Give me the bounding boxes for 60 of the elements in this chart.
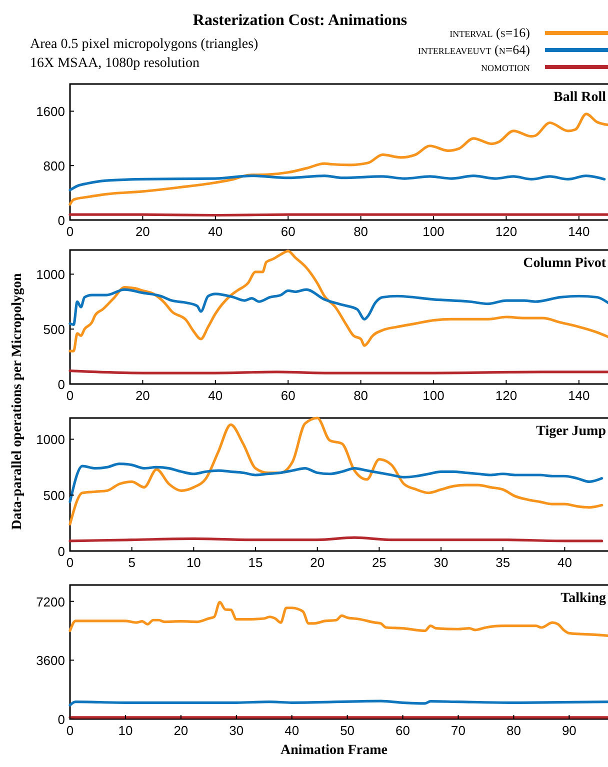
- x-tick-label: 30: [434, 555, 448, 570]
- x-tick-label: 120: [495, 388, 518, 403]
- x-tick-label: 10: [118, 723, 133, 738]
- y-tick-label: 0: [58, 377, 65, 392]
- legend-label: nomotion: [481, 59, 530, 74]
- y-tick-label: 0: [58, 712, 65, 727]
- x-tick-label: 5: [128, 555, 136, 570]
- x-tick-label: 60: [280, 388, 296, 403]
- x-tick-label: 40: [284, 723, 300, 738]
- line-series: [68, 112, 608, 206]
- annotation: Ball Roll: [553, 90, 606, 105]
- x-tick-label: 20: [135, 224, 150, 239]
- x-tick-label: 10: [186, 555, 201, 570]
- x-tick-label: 15: [248, 555, 263, 570]
- x-tick-label: 20: [135, 388, 150, 403]
- x-tick-label: 70: [451, 723, 466, 738]
- y-tick-label: 800: [43, 158, 65, 174]
- x-tick-label: 30: [229, 723, 244, 738]
- line-series: [68, 250, 608, 352]
- x-tick-label: 120: [495, 224, 518, 239]
- x-tick-label: 25: [372, 555, 386, 570]
- x-tick-label: 40: [208, 388, 223, 403]
- x-axis-title: Animation Frame: [280, 743, 388, 758]
- y-tick-label: 1000: [36, 267, 65, 282]
- x-tick-label: 60: [280, 224, 296, 239]
- x-tick-label: 20: [310, 555, 325, 570]
- x-tick-label: 80: [506, 723, 521, 738]
- y-tick-label: 7200: [36, 594, 65, 610]
- x-tick-label: 35: [496, 555, 510, 570]
- line-series: [68, 462, 604, 504]
- x-tick-label: 40: [557, 555, 572, 570]
- y-tick-label: 1000: [36, 432, 65, 448]
- legend-label: interleaveuvt (n=64): [418, 42, 530, 57]
- line-series: [68, 416, 604, 526]
- line-series: [68, 288, 608, 326]
- x-tick-label: 60: [396, 723, 410, 738]
- y-tick-label: 500: [43, 322, 65, 338]
- x-tick-label: 90: [562, 723, 576, 738]
- annotation: Talking: [560, 591, 606, 606]
- y-tick-label: 0: [58, 544, 65, 559]
- x-tick-label: 140: [568, 224, 590, 239]
- x-tick-label: 80: [354, 388, 368, 403]
- x-tick-label: 100: [422, 388, 444, 403]
- x-tick-label: 50: [340, 723, 355, 738]
- annotation: Tiger Jump: [536, 424, 606, 439]
- x-tick-label: 40: [208, 224, 223, 239]
- chart-subtitle: Area 0.5 pixel micropolygons (triangles) 16X MSAA, 1080p resolution: [30, 37, 259, 71]
- line-series: [68, 174, 606, 192]
- y-tick-label: 0: [58, 213, 65, 228]
- x-tick-label: 140: [568, 388, 590, 403]
- annotation: Column Pivot: [523, 256, 606, 271]
- chart-title: Rasterization Cost: Animations: [192, 12, 408, 29]
- y-tick-label: 3600: [36, 653, 65, 668]
- x-tick-label: 100: [422, 224, 444, 239]
- x-tick-label: 80: [354, 224, 368, 239]
- legend-label: interval (s=16): [450, 25, 530, 40]
- y-tick-label: 1600: [36, 104, 65, 120]
- y-axis-title: Data-parallel operations per Micropolygon: [10, 273, 25, 530]
- x-tick-label: 20: [174, 723, 188, 738]
- y-tick-label: 500: [43, 488, 65, 504]
